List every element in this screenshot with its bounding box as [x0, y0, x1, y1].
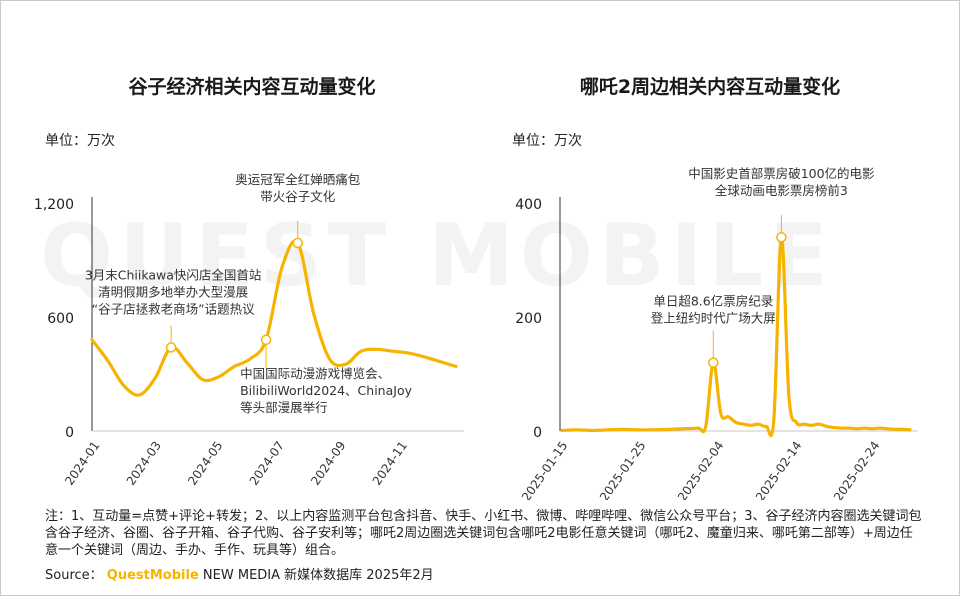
left-line-chart: 0 600 1,200 2024-01 2024-03 2024-05 2024-07 202…: [34, 172, 464, 488]
left-y-tick-label: 600: [47, 311, 74, 327]
footnote: 注：1、互动量=点赞+评论+转发；2、以上内容监测平台包含抖音、快手、小红书、微…: [45, 509, 922, 558]
left-x-tick-label: 2024-07: [247, 439, 287, 488]
source-brand: QuestMobile: [106, 568, 199, 583]
right-annotation-text: 登上纽约时代广场大屏: [651, 311, 776, 326]
right-x-tick-label: 2025-02-14: [753, 439, 804, 500]
right-x-tick-label: 2025-02-04: [675, 439, 726, 500]
right-y-tick-label: 400: [515, 197, 542, 213]
left-y-tick-label: 0: [65, 425, 74, 441]
left-series-line: [90, 239, 458, 397]
right-y-tick-label: 200: [515, 311, 542, 327]
right-annotation-marker: [708, 357, 719, 368]
right-annotation-text: 中国影史首部票房破100亿的电影: [688, 166, 875, 181]
left-x-tick-label: 2024-03: [124, 439, 164, 488]
right-x-tick-label: 2025-01-15: [519, 439, 570, 500]
left-annotation-text: 奥运冠军全红婵晒痛包: [235, 172, 360, 187]
watermark: QUEST MOBILE: [40, 206, 834, 306]
left-y-tick-label: 1,200: [34, 197, 74, 213]
right-series-line: [560, 235, 912, 438]
left-chart-unit: 单位：万次: [45, 133, 115, 149]
right-annotation-marker: [776, 231, 787, 243]
left-annotation-text: 3月末Chiikawa快闪店全国首站: [85, 267, 262, 282]
left-annotation-marker: [260, 334, 272, 346]
left-annotation-marker: [165, 342, 177, 353]
left-annotation-text: 清明假期多地举办大型漫展: [98, 284, 248, 299]
left-chart-title: 谷子经济相关内容互动量变化: [128, 76, 376, 98]
right-line-chart: 0 200 400 2025-01-15 2025-01-25 2025-02-04 202…: [515, 166, 918, 500]
left-annotation-text: 带火谷子文化: [260, 189, 336, 204]
right-x-tick-label: 2025-02-24: [831, 439, 882, 500]
left-x-tick-label: 2024-11: [370, 439, 410, 488]
left-annotation-text: 中国国际动漫游戏博览会、: [240, 366, 390, 381]
right-chart-title: 哪吒2周边相关内容互动量变化: [579, 76, 841, 98]
left-x-tick-label: 2024-09: [308, 439, 348, 488]
right-y-tick-label: 0: [533, 425, 542, 441]
left-annotation-text: “谷子店拯救老商场”话题热议: [92, 301, 255, 316]
right-x-tick-label: 2025-01-25: [597, 439, 648, 500]
left-x-tick-label: 2024-05: [185, 439, 225, 488]
right-chart-unit: 单位：万次: [512, 133, 582, 149]
left-annotation-marker: [292, 237, 303, 249]
right-annotation-text: 单日超8.6亿票房纪录: [653, 294, 773, 309]
source-line: Source： QuestMobile NEW MEDIA 新媒体数据库 202…: [45, 564, 434, 583]
right-annotation-text: 全球动画电影票房榜前3: [715, 183, 848, 198]
source-label: Source：: [45, 568, 103, 583]
left-x-tick-label: 2024-01: [62, 439, 102, 488]
left-annotation-text: BilibiliWorld2024、ChinaJoy: [240, 383, 413, 398]
source-detail: NEW MEDIA 新媒体数据库 2025年2月: [202, 568, 434, 583]
left-annotation-text: 等头部漫展举行: [240, 400, 328, 415]
